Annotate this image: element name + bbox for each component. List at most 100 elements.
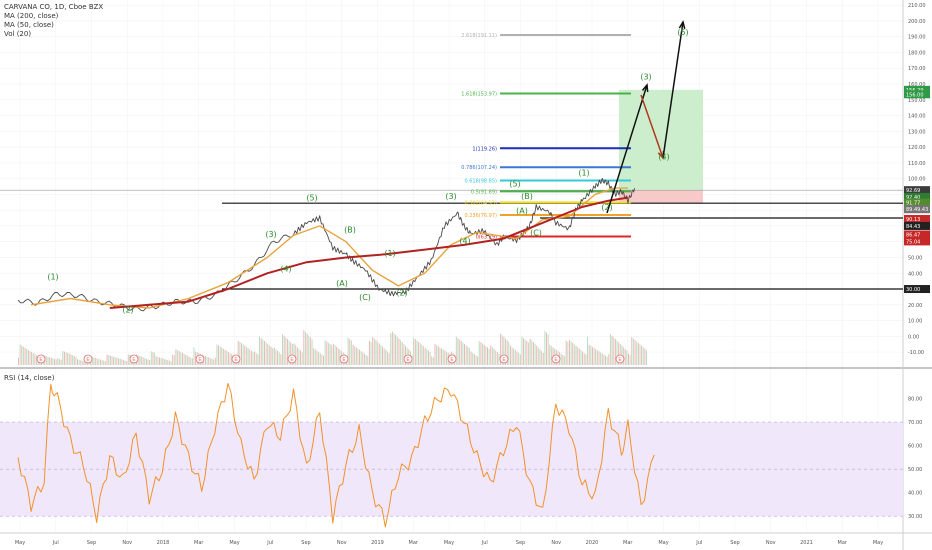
volume-bar xyxy=(190,357,192,365)
volume-bar xyxy=(490,345,492,365)
volume-bar xyxy=(170,361,172,365)
wave-label: (2) xyxy=(396,288,407,297)
volume-bar xyxy=(593,348,595,365)
time-tick-label: Jul xyxy=(266,540,273,546)
volume-bar xyxy=(177,350,179,365)
volume-bar xyxy=(619,343,621,365)
volume-bar xyxy=(570,341,572,365)
volume-bar xyxy=(523,338,525,365)
volume-bar xyxy=(486,347,488,365)
volume-bar xyxy=(416,340,418,365)
price-tag xyxy=(904,237,930,246)
volume-bar xyxy=(168,360,170,365)
fib-level-label: 0.236(76.97) xyxy=(464,213,497,219)
volume-bar xyxy=(68,353,70,365)
earnings-marker-label: E xyxy=(39,357,43,363)
volume-bar xyxy=(96,358,98,365)
earnings-marker-label: E xyxy=(132,357,136,363)
fib-level-label: 2.618(191.11) xyxy=(461,33,497,39)
volume-bar xyxy=(536,345,538,365)
volume-bar xyxy=(314,349,316,365)
volume-bar xyxy=(27,349,29,365)
price-tag xyxy=(904,186,930,195)
volume-bar xyxy=(80,360,82,365)
volume-bar xyxy=(418,341,420,365)
volume-bar xyxy=(600,352,602,365)
price-tag-label: 89.49.43 xyxy=(906,207,928,213)
price-tag xyxy=(904,230,930,239)
price-tag xyxy=(904,221,930,230)
volume-bar xyxy=(357,348,359,365)
earnings-marker-label: E xyxy=(554,357,558,363)
volume-bar xyxy=(628,353,629,365)
price-tag xyxy=(904,285,930,294)
volume-bar xyxy=(480,342,482,365)
volume-bar xyxy=(99,359,101,365)
volume-bar xyxy=(582,351,584,365)
volume-bar xyxy=(121,359,123,365)
volume-bar xyxy=(288,340,290,365)
volume-bar xyxy=(380,345,382,365)
volume-bar xyxy=(611,335,613,365)
volume-bar xyxy=(526,341,528,365)
volume-bar xyxy=(178,351,180,365)
volume-bar xyxy=(547,334,549,365)
price-tag xyxy=(904,85,930,94)
volume-bar xyxy=(390,333,392,365)
projection-arrow-wave-4 xyxy=(640,94,664,159)
volume-bar xyxy=(468,348,470,365)
volume-bar xyxy=(368,340,370,365)
volume-bar xyxy=(431,356,433,365)
volume-bar xyxy=(505,338,507,365)
volume-bar xyxy=(439,347,441,365)
time-tick-label: Sep xyxy=(730,540,739,546)
volume-bar xyxy=(52,358,54,365)
time-tick-label: May xyxy=(229,540,239,546)
time-tick-label: Mar xyxy=(838,540,848,546)
time-tick-label: 2021 xyxy=(800,540,813,546)
volume-bar xyxy=(63,351,65,365)
volume-bar xyxy=(70,354,72,365)
volume-bar xyxy=(275,349,277,365)
volume-bar xyxy=(308,335,310,365)
volume-bar xyxy=(216,344,218,365)
volume-bar xyxy=(242,344,244,365)
volume-bar xyxy=(249,349,251,365)
volume-bar xyxy=(378,343,380,365)
volume-bar xyxy=(165,359,167,365)
wave-label: (3) xyxy=(640,72,651,81)
volume-bar xyxy=(511,347,513,365)
volume-bar xyxy=(78,359,80,365)
volume-bar xyxy=(81,360,83,365)
volume-bar xyxy=(539,349,541,365)
volume-bar xyxy=(67,353,69,365)
volume-bar xyxy=(214,357,216,365)
volume-bar xyxy=(127,354,129,365)
price-tick-label: 100.00 xyxy=(908,177,926,183)
volume-bar xyxy=(513,348,515,365)
volume-bar xyxy=(395,335,397,365)
volume-bar xyxy=(580,350,582,365)
ma200-series xyxy=(109,196,629,309)
volume-bar xyxy=(222,348,224,365)
volume-bar xyxy=(218,345,220,365)
volume-bar xyxy=(50,357,52,365)
price-tick-label: 150.00 xyxy=(908,98,926,104)
rsi-tick-label: 50.00 xyxy=(908,467,922,473)
volume-bar xyxy=(124,360,126,365)
volume-bar xyxy=(637,342,639,365)
earnings-marker-label: E xyxy=(290,357,294,363)
volume-bar xyxy=(311,339,313,365)
price-legend: CARVANA CO, 1D, Cboe BZX MA (200, close)… xyxy=(4,3,103,39)
volume-bar xyxy=(140,356,142,365)
volume-bar xyxy=(175,349,177,365)
volume-bar xyxy=(541,351,543,365)
volume-bar xyxy=(167,360,169,365)
volume-bar xyxy=(326,341,328,365)
volume-bar xyxy=(572,342,574,365)
wave-label: (2) xyxy=(122,306,133,315)
volume-bar xyxy=(360,351,362,365)
earnings-marker-label: E xyxy=(618,357,622,363)
volume-bar xyxy=(193,347,195,365)
